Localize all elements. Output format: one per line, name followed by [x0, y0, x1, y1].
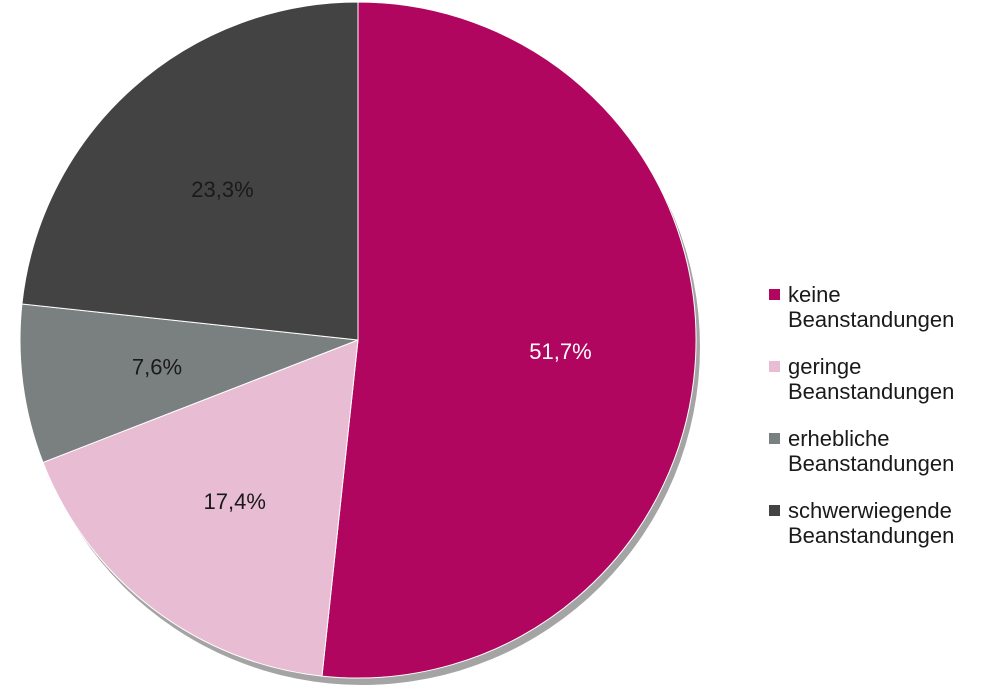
pie-slice-label-3: 7,6% [132, 355, 182, 380]
pie-slice-4 [21, 1, 359, 341]
pie-slice-1 [321, 1, 697, 679]
pie-slices [19, 1, 697, 679]
legend-swatch [769, 433, 780, 444]
chart-legend: keine Beanstandungen geringe Beanstandung… [768, 282, 1000, 570]
legend-item-2: geringe Beanstandungen [768, 354, 1000, 404]
pie-slice-label-1: 51,7% [529, 339, 591, 364]
pie-labels: 51,7% 17,4% 7,6% 23,3% [132, 177, 592, 514]
legend-item-4: schwerwiegende Beanstandungen [768, 498, 1000, 548]
pie-slice-label-2: 17,4% [204, 489, 266, 514]
legend-swatch [769, 361, 780, 372]
pie-slice-label-4: 23,3% [191, 177, 253, 202]
legend-item-1: keine Beanstandungen [768, 282, 1000, 332]
legend-label: schwerwiegende Beanstandungen [788, 498, 955, 548]
pie-slice-2 [42, 339, 359, 677]
legend-swatch [769, 289, 780, 300]
pie-slice-3 [19, 303, 359, 464]
legend-label: keine Beanstandungen [788, 282, 955, 332]
legend-swatch [769, 505, 780, 516]
legend-label: erhebliche Beanstandungen [788, 426, 955, 476]
legend-item-3: erhebliche Beanstandungen [768, 426, 1000, 476]
legend-label: geringe Beanstandungen [788, 354, 955, 404]
